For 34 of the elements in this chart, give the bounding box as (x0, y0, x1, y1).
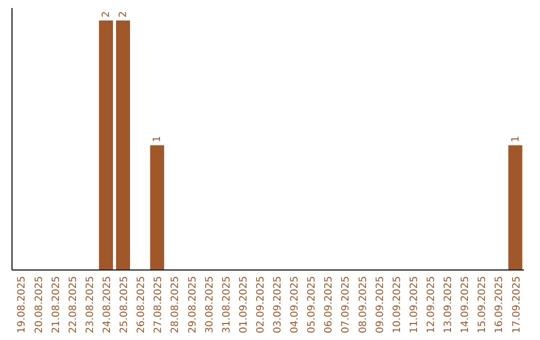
x-tick-label: 26.08.2025 (136, 276, 148, 334)
x-tick-label: 01.09.2025 (238, 276, 250, 334)
x-tick-label: 22.08.2025 (68, 276, 79, 334)
x-tick-label: 23.08.2025 (84, 276, 96, 334)
data-label: 1 (510, 136, 522, 142)
x-tick-label: 03.09.2025 (272, 276, 284, 334)
data-label: 2 (100, 11, 112, 18)
data-label: 1 (152, 136, 164, 142)
x-tick-label: 04.09.2025 (290, 276, 301, 334)
x-tick-label: 28.08.2025 (170, 276, 182, 334)
x-tick-label: 24.08.2025 (102, 276, 113, 334)
x-tick-label: 07.09.2025 (340, 276, 352, 334)
x-tick-label: 16.09.2025 (494, 276, 506, 334)
x-tick-label: 15.09.2025 (477, 276, 488, 334)
x-tick-label: 09.09.2025 (374, 276, 386, 334)
x-tick-label: 17.09.2025 (511, 276, 522, 334)
x-tick-label: 02.09.2025 (255, 276, 266, 334)
x-tick-label: 25.08.2025 (119, 276, 130, 334)
x-tick-label: 10.09.2025 (392, 276, 403, 334)
x-tick-label: 13.09.2025 (443, 276, 454, 334)
x-tick-label: 11.09.2025 (408, 276, 420, 334)
x-tick-label: 21.08.2025 (50, 276, 62, 334)
x-tick-label: 31.08.2025 (221, 276, 232, 334)
x-tick-label: 08.09.2025 (358, 276, 369, 334)
x-tick-label: 27.08.2025 (153, 276, 164, 334)
data-label: 2 (118, 11, 130, 18)
x-tick-label: 30.08.2025 (204, 276, 216, 334)
x-tick-label: 06.09.2025 (324, 276, 335, 334)
x-tick-label: 20.08.2025 (34, 276, 45, 334)
x-tick-label: 05.09.2025 (306, 276, 318, 334)
x-tick-label: 19.08.2025 (16, 276, 28, 334)
x-tick-label: 29.08.2025 (187, 276, 198, 334)
x-tick-label: 12.09.2025 (426, 276, 438, 334)
x-tick-label: 14.09.2025 (460, 276, 472, 334)
